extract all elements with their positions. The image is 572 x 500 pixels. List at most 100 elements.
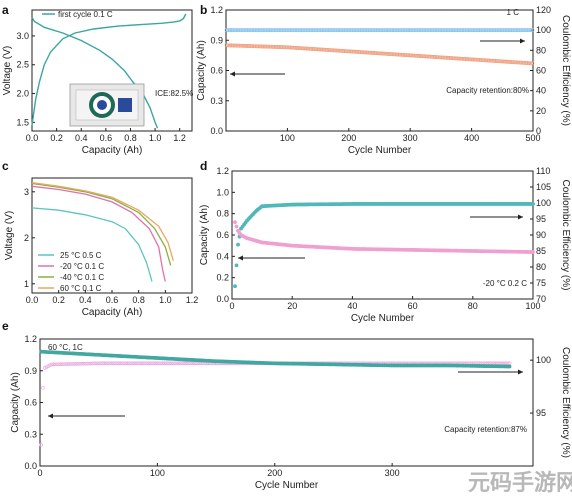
efficiency-point [525,28,530,33]
panel-e-letter: e [2,319,9,333]
capacity-point [384,51,389,56]
x-tick-label: 1.0 [159,295,172,305]
panel-d-letter: d [200,159,207,173]
efficiency-point [494,28,499,33]
efficiency-point [391,28,396,33]
efficiency-point [383,28,387,33]
efficiency-point [251,28,256,33]
efficiency-point [322,28,327,33]
efficiency-point [53,362,58,367]
capacity-point [460,56,465,61]
efficiency-point [64,362,68,366]
efficiency-point [157,361,161,366]
capacity-point [330,48,335,53]
capacity-point [276,45,281,49]
capacity-point [487,58,492,63]
efficiency-point [503,28,508,33]
efficiency-point [257,28,262,33]
efficiency-point [482,28,487,33]
capacity-point [291,45,295,50]
capacity-point [501,59,505,64]
capacity-point [498,59,503,64]
y-tick-label: 0.0 [24,461,37,471]
capacity-point [241,43,246,48]
x-axis-title: Capacity (Ah) [82,145,143,156]
x-axis-title: Cycle Number [351,313,415,324]
capacity-point [262,44,267,49]
capacity-point [424,54,429,59]
efficiency-point [271,28,276,33]
efficiency-point [93,361,98,366]
capacity-point [491,58,495,63]
arrow-head [520,38,525,44]
capacity-point [413,53,418,58]
capacity-point [361,50,365,55]
efficiency-point [273,28,278,33]
capacity-point [476,57,481,62]
capacity-point [286,45,290,50]
efficiency-point [502,28,507,33]
capacity-point [322,47,327,52]
capacity-point [529,61,534,66]
capacity-point [392,52,397,57]
capacity-point [397,52,402,57]
efficiency-point [342,28,347,33]
efficiency-point [461,28,466,33]
efficiency-point [171,361,176,366]
efficiency-point [386,28,391,33]
efficiency-point [72,362,77,366]
y-right-tick-label: 95 [536,408,546,418]
efficiency-point [288,28,293,33]
capacity-point [467,57,472,62]
efficiency-point [42,366,47,370]
efficiency-point [252,28,257,33]
efficiency-point [102,361,107,366]
capacity-point [521,60,526,65]
x-tick-label: 80 [468,301,478,311]
efficiency-point [313,28,317,33]
capacity-point [268,44,273,49]
efficiency-point [424,28,429,33]
x-tick-label: 0.6 [106,295,119,305]
efficiency-point [521,28,526,33]
x-tick-label: 400 [464,133,479,143]
x-tick-label: 60 [408,301,418,311]
efficiency-point [235,28,240,33]
capacity-point [514,60,519,65]
efficiency-point [51,362,56,367]
efficiency-point [276,28,281,33]
efficiency-point [410,28,414,33]
y-right-tick-label: 110 [536,166,550,176]
capacity-point [445,55,450,60]
capacity-point [461,56,466,61]
efficiency-point [472,28,477,33]
y-tick-label: 0.8 [216,209,229,219]
efficiency-point [394,28,398,33]
efficiency-point [470,28,475,33]
efficiency-point [69,362,73,366]
efficiency-point [303,28,308,33]
capacity-point [320,47,325,52]
efficiency-point [148,361,153,366]
efficiency-point [510,28,515,33]
capacity-point [435,55,440,60]
x-tick-label: 300 [385,468,400,478]
capacity-point [486,58,491,63]
capacity-point [271,44,276,49]
capacity-point [256,44,261,49]
efficiency-point [145,361,149,366]
efficiency-point [319,28,324,33]
efficiency-point [132,361,137,366]
discharge-curve [31,182,172,266]
efficiency-point [111,361,116,366]
efficiency-point [187,361,191,366]
capacity-point [298,46,303,51]
efficiency-point [74,362,79,366]
capacity-point [492,59,497,63]
x-axis-title: Cycle Number [348,145,412,156]
efficiency-point [261,28,266,33]
capacity-point [251,44,256,49]
capacity-point [338,48,343,53]
efficiency-point [330,28,335,33]
